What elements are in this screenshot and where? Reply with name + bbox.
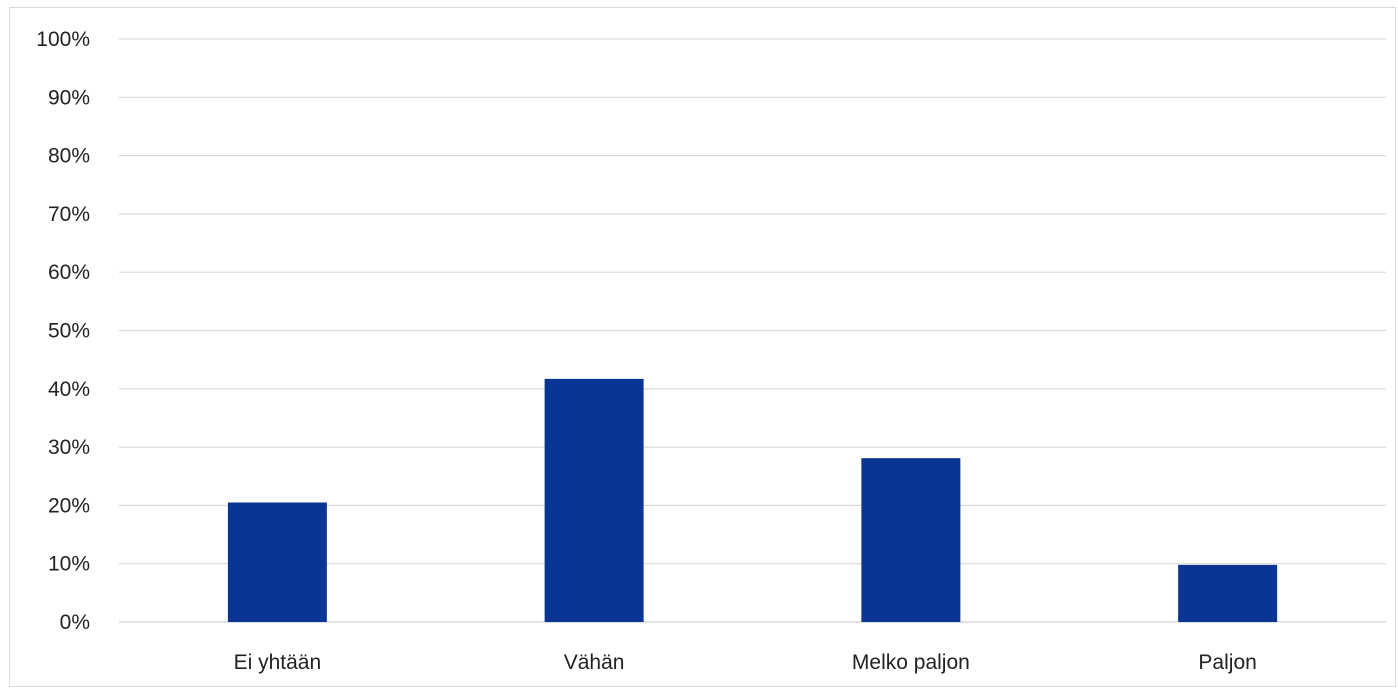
gridlines <box>119 38 1386 623</box>
bar-2 <box>861 458 961 622</box>
y-tick-label: 40% <box>48 378 90 401</box>
y-tick-label: 100% <box>36 28 90 51</box>
x-category-label: Melko paljon <box>852 651 970 674</box>
y-tick-label: 80% <box>48 145 90 168</box>
y-tick-label: 60% <box>48 261 90 284</box>
y-tick-label: 20% <box>48 494 90 517</box>
y-axis-ticks: 0% 10% 20% 30% 40% 50% 60% 70% 80% 90% 100% <box>36 28 90 634</box>
y-tick-label: 70% <box>48 203 90 226</box>
y-tick-label: 90% <box>48 86 90 109</box>
x-axis-labels: Ei yhtään Vähän Melko paljon Paljon <box>234 651 1257 674</box>
x-category-label: Ei yhtään <box>234 651 322 674</box>
y-tick-label: 10% <box>48 553 90 576</box>
bar-0 <box>227 502 327 622</box>
y-tick-label: 50% <box>48 320 90 343</box>
x-category-label: Vähän <box>564 651 625 674</box>
bars <box>227 378 1278 622</box>
y-tick-label: 0% <box>60 611 90 634</box>
y-tick-label: 30% <box>48 436 90 459</box>
bar-1 <box>544 378 644 622</box>
x-category-label: Paljon <box>1198 651 1256 674</box>
bar-3 <box>1178 564 1278 622</box>
